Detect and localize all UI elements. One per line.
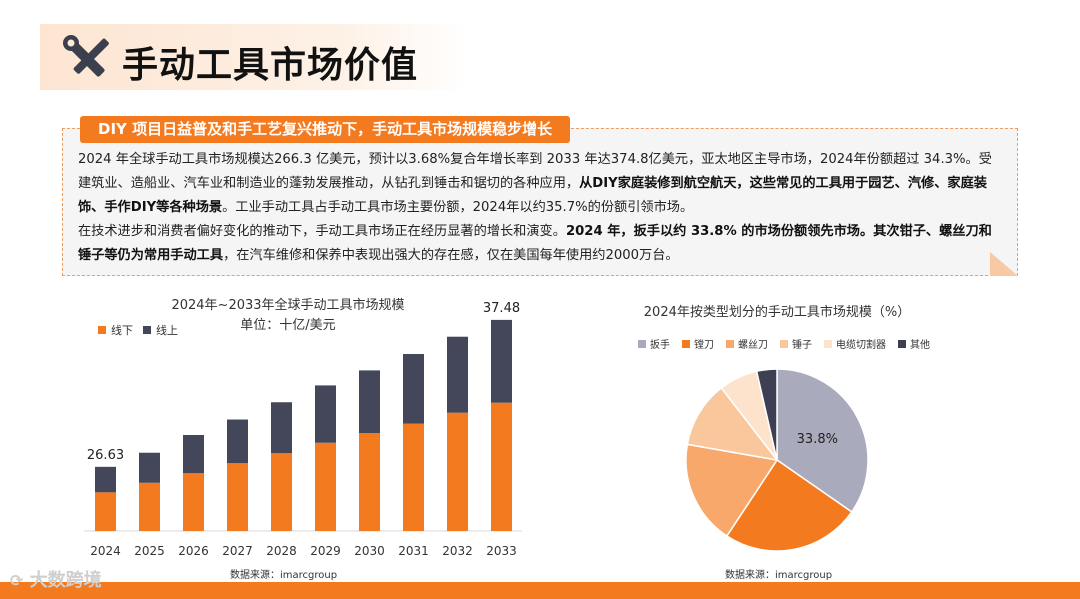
bar-2032-1 — [447, 336, 468, 413]
bar-2029-0 — [315, 442, 336, 531]
data-label-2024: 26.63 — [87, 448, 124, 463]
x-tick-2031: 2031 — [398, 544, 429, 558]
bar-2024-1 — [95, 466, 116, 493]
bar-2024-0 — [95, 492, 116, 531]
pie-legend-swatch-0 — [638, 340, 646, 348]
bar-2026-0 — [183, 473, 204, 531]
bar-2031-1 — [403, 354, 424, 424]
bar-chart-title: 2024年~2033年全球手动工具市场规模 — [171, 297, 404, 313]
x-tick-2027: 2027 — [222, 544, 253, 558]
x-tick-2033: 2033 — [486, 544, 517, 558]
title-band — [40, 24, 470, 90]
page-title: 手动工具市场价值 — [122, 45, 419, 86]
legend-swatch-0 — [98, 326, 106, 334]
x-tick-2032: 2032 — [442, 544, 473, 558]
paragraph-2: 在技术进步和消费者偏好变化的推动下，手动工具市场正在经历显著的增长和演变。202… — [78, 224, 992, 263]
legend-label-0: 线下 — [111, 323, 133, 337]
pie-slice-5 — [755, 368, 778, 461]
pie-legend-swatch-5 — [898, 340, 906, 348]
data-label-2033: 37.48 — [483, 301, 520, 316]
bar-2029-1 — [315, 385, 336, 443]
bar-2031-0 — [403, 423, 424, 531]
pie-legend-swatch-1 — [682, 340, 690, 348]
legend-swatch-1 — [143, 326, 151, 334]
pie-legend-swatch-4 — [824, 340, 832, 348]
pie-chart-title: 2024年按类型划分的手动工具市场规模（%） — [644, 304, 910, 320]
tools-icon — [63, 35, 109, 77]
bar-2025-1 — [139, 452, 160, 483]
bar-2027-1 — [227, 419, 248, 464]
pie-legend-label-5: 其他 — [910, 338, 930, 351]
summary-callout — [62, 128, 1018, 276]
footer-bar — [0, 582, 1080, 599]
pie-data-label-0: 33.8% — [797, 432, 838, 447]
pie-legend-label-2: 螺丝刀 — [738, 339, 768, 351]
bar-2028-1 — [271, 402, 292, 454]
bar-2028-0 — [271, 453, 292, 531]
pie-legend-label-0: 扳手 — [650, 338, 670, 351]
bar-2033-1 — [491, 319, 512, 403]
bar-chart-subtitle: 单位：十亿/美元 — [240, 318, 335, 333]
bar-2027-0 — [227, 463, 248, 531]
legend-label-1: 线上 — [156, 323, 178, 337]
pie-legend-swatch-3 — [780, 340, 788, 348]
bar-2025-0 — [139, 482, 160, 531]
x-tick-2029: 2029 — [310, 544, 341, 558]
pie-legend-swatch-2 — [726, 340, 734, 348]
pie-legend-label-4: 电缆切割器 — [836, 338, 886, 351]
pie-legend-label-1: 镗刀 — [694, 338, 714, 351]
logo-mark-icon: ⟳ — [10, 571, 24, 590]
x-tick-2026: 2026 — [178, 544, 209, 558]
x-tick-2030: 2030 — [354, 544, 385, 558]
bar-2030-0 — [359, 433, 380, 531]
bar-2026-1 — [183, 434, 204, 474]
pie-slice-1 — [725, 458, 853, 552]
x-tick-2025: 2025 — [134, 544, 165, 558]
pie-chart-source: 数据来源：imarcgroup — [725, 570, 833, 581]
pie-slice-2 — [685, 443, 779, 537]
page-fold-decoration — [990, 252, 1018, 276]
pie-chart: 2024年按类型划分的手动工具市场规模（%） 扳手 镗刀 螺丝刀 锤子 电缆切割器 其他 33… — [638, 304, 930, 552]
paragraph-1: 2024 年全球手动工具市场规模达266.3 亿美元，预计以3.68%复合年增长… — [78, 152, 992, 215]
bar-chart-source: 数据来源：imarcgroup — [230, 570, 338, 581]
bar-2032-0 — [447, 412, 468, 531]
x-tick-2024: 2024 — [90, 544, 121, 558]
bar-2033-0 — [491, 402, 512, 531]
callout-heading: DIY 项目日益普及和手工艺复兴推动下，手动工具市场规模稳步增长 — [80, 116, 571, 143]
pie-slice-0 — [776, 368, 869, 513]
x-tick-2028: 2028 — [266, 544, 297, 558]
pie-legend-label-3: 锤子 — [792, 338, 812, 351]
brand-logo: ⟳ 大数跨境 — [10, 570, 102, 591]
pie-slice-3 — [686, 386, 779, 462]
bar-2030-1 — [359, 370, 380, 434]
